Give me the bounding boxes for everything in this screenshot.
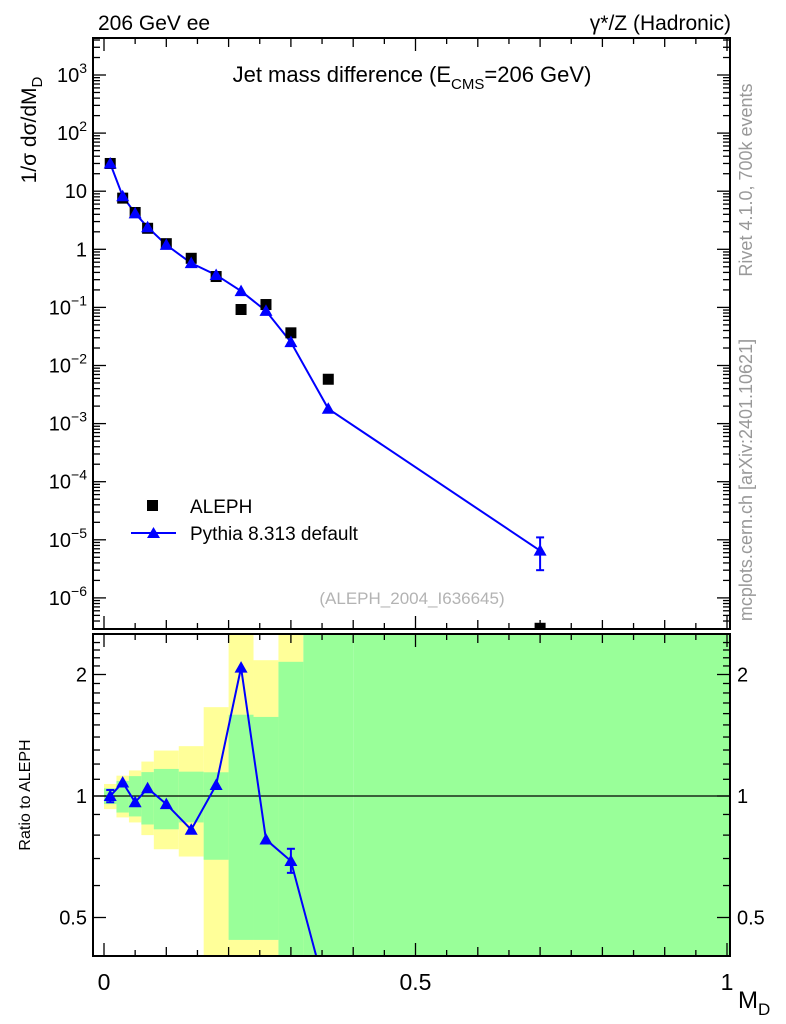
ratio-point <box>103 789 117 801</box>
ratio-point <box>184 823 198 835</box>
y-tick-label: 1 <box>76 239 87 261</box>
y-tick-label: 10−6 <box>49 583 87 610</box>
x-tick-label: 1 <box>721 969 734 995</box>
watermark: (ALEPH_2004_I636645) <box>319 589 504 608</box>
pythia-point <box>234 284 248 297</box>
ratio-y-axis-label: Ratio to ALEPH <box>17 739 34 850</box>
ratio-bands <box>104 635 729 955</box>
pythia-point <box>533 544 547 556</box>
aleph-series <box>104 157 546 628</box>
x-axis-label: MD <box>738 987 770 1019</box>
ratio-tick-label: 1 <box>76 786 87 808</box>
pythia-point <box>284 335 298 348</box>
ratio-tick-label-right: 2 <box>737 665 748 687</box>
plot-title: Jet mass difference (ECMS=206 GeV) <box>233 62 592 93</box>
pythia-point <box>103 156 117 169</box>
ratio-point <box>141 781 155 794</box>
pythia-series <box>103 156 547 556</box>
y-tick-label: 10 <box>65 181 87 203</box>
pythia-point <box>259 304 273 316</box>
legend-label-aleph: ALEPH <box>190 497 252 518</box>
y-tick-label: 10−1 <box>49 292 87 319</box>
ratio-point <box>322 995 335 1007</box>
ratio-tick-label: 0.5 <box>59 908 87 930</box>
ratio-tick-label-right: 0.5 <box>737 908 765 930</box>
header-right: γ*/Z (Hadronic) <box>590 12 731 35</box>
ratio-point <box>234 661 248 673</box>
y-tick-label: 10−3 <box>49 409 87 436</box>
ratio-point <box>259 833 273 845</box>
y-tick-label: 10−2 <box>49 351 87 378</box>
pythia-point <box>159 238 173 250</box>
ratio-tick-label-right: 1 <box>737 786 748 808</box>
aleph-point <box>235 304 247 316</box>
pythia-point <box>141 220 155 233</box>
pythia-point <box>184 256 198 269</box>
ratio-points <box>103 661 335 1007</box>
ratio-tick-label: 2 <box>76 665 87 687</box>
pythia-point <box>321 402 335 414</box>
aleph-point <box>322 373 334 385</box>
x-tick-label: 0.5 <box>400 969 432 995</box>
y-tick-label: 102 <box>57 118 87 145</box>
side-text-rivet: Rivet 4.1.0, 700k events <box>736 83 756 276</box>
pythia-point <box>209 268 223 280</box>
uncertainty-bands <box>104 635 729 955</box>
legend-marker-square <box>147 500 158 511</box>
legend-marker-triangle <box>147 527 160 538</box>
x-tick-label: 0 <box>98 969 111 995</box>
header-left: 206 GeV ee <box>98 12 210 35</box>
ratio-panel-series <box>94 661 729 1007</box>
ratio-point <box>116 776 130 788</box>
pythia-point <box>116 189 130 202</box>
side-text-mcplots: mcplots.cern.ch [arXiv:2401.10621] <box>736 339 756 621</box>
ratio-point <box>209 778 223 790</box>
aleph-point <box>285 327 297 339</box>
ratio-point <box>128 795 142 808</box>
y-tick-label: 10−5 <box>49 525 87 552</box>
ratio-point <box>159 797 173 810</box>
y-tick-label: 10−4 <box>49 467 87 494</box>
y-axis-label: 1/σ dσ/dMD <box>18 76 46 183</box>
pythia-line <box>109 163 541 552</box>
pythia-point <box>128 206 142 219</box>
axes-and-ticks <box>92 37 731 957</box>
main-panel-series <box>103 156 547 628</box>
y-tick-label: 103 <box>57 60 87 87</box>
legend: ALEPH Pythia 8.313 default <box>131 497 359 545</box>
ratio-point <box>284 854 298 867</box>
legend-label-pythia: Pythia 8.313 default <box>190 524 359 545</box>
